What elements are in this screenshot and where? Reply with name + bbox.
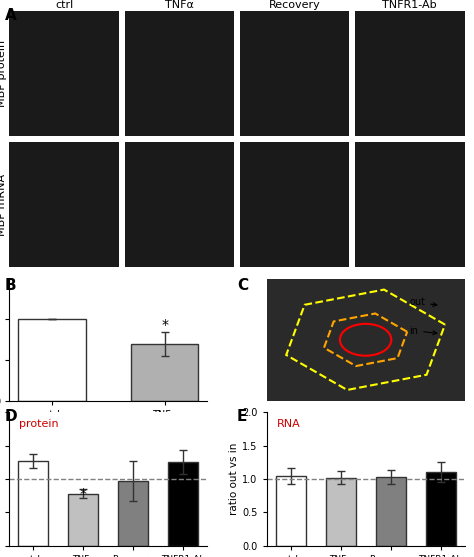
Bar xyxy=(168,462,198,546)
Title: TNFα: TNFα xyxy=(165,1,194,11)
Text: RNA: RNA xyxy=(276,419,301,429)
Bar xyxy=(118,481,148,546)
Y-axis label: ratio out vs in: ratio out vs in xyxy=(229,443,239,515)
Bar xyxy=(131,344,198,401)
Text: A: A xyxy=(5,8,17,23)
Bar xyxy=(18,319,86,401)
Bar xyxy=(276,476,306,546)
Y-axis label: MBP protein: MBP protein xyxy=(0,40,7,107)
Bar xyxy=(18,461,48,546)
Text: D: D xyxy=(5,409,18,424)
Text: E: E xyxy=(237,409,247,424)
Text: *: * xyxy=(161,317,168,331)
Title: Recovery: Recovery xyxy=(269,1,320,11)
Text: in: in xyxy=(409,326,437,336)
Bar xyxy=(426,472,456,546)
Text: *: * xyxy=(80,487,87,501)
Text: protein: protein xyxy=(19,419,59,429)
Text: C: C xyxy=(237,278,248,294)
Bar xyxy=(68,494,99,546)
Bar xyxy=(375,477,406,546)
Bar xyxy=(326,478,356,546)
Title: ctrl: ctrl xyxy=(55,1,73,11)
Text: B: B xyxy=(5,278,17,294)
Text: out: out xyxy=(409,297,437,307)
Y-axis label: MBP mRNA: MBP mRNA xyxy=(0,174,7,236)
Title: TNFR1-Ab: TNFR1-Ab xyxy=(383,1,437,11)
